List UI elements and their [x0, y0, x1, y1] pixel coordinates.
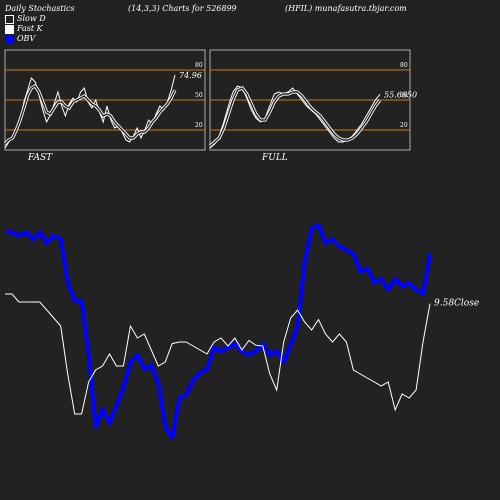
close-price-line: [5, 293, 431, 415]
full-last-value-label: 55.6650: [384, 90, 417, 99]
legend-label: Slow D: [17, 14, 46, 23]
obv-price-panel: 9.58Close: [5, 223, 479, 440]
obv-line: [5, 223, 432, 440]
legend-item-fast-k: Fast K: [5, 24, 43, 34]
fast-tick-label: 80: [195, 62, 203, 69]
chart-params: (14,3,3) Charts for 526899: [128, 4, 237, 13]
fast-slow-d-line: [4, 85, 176, 145]
fast-fast-k-line: [4, 74, 176, 149]
fast-last-value-label: 74.96: [179, 71, 202, 80]
legend-label: OBV: [17, 34, 36, 43]
full-panel-label: FULL: [261, 153, 288, 163]
legend-item-slow-d: Slow D: [5, 14, 46, 24]
full-tick-label: 50: [400, 92, 408, 99]
chart-source: (HFIL) munafasutra.tbjar.com: [285, 4, 407, 13]
fast-slow-d-line-outline: [3, 83, 177, 146]
full-slow-d-line-outline: [208, 86, 382, 148]
legend-item-obv: OBV: [5, 34, 35, 44]
close-value-label: 9.58Close: [434, 299, 479, 309]
full-panel: 20 50 80 55.6650: [208, 62, 417, 149]
legend-label: Fast K: [17, 24, 43, 33]
slow-d-swatch: [5, 14, 14, 24]
fast-k-swatch: [5, 24, 14, 34]
fast-tick-label: 20: [195, 122, 203, 129]
fast-panel: 20 50 80 74.96: [3, 62, 205, 149]
obv-swatch: [5, 34, 14, 44]
fast-panel-label: FAST: [27, 153, 53, 163]
full-slow-d-line: [209, 87, 381, 147]
chart-title: Daily Stochastics: [5, 4, 75, 13]
fast-tick-label: 50: [195, 92, 203, 99]
full-tick-label: 20: [400, 122, 408, 129]
full-tick-label: 80: [400, 62, 408, 69]
